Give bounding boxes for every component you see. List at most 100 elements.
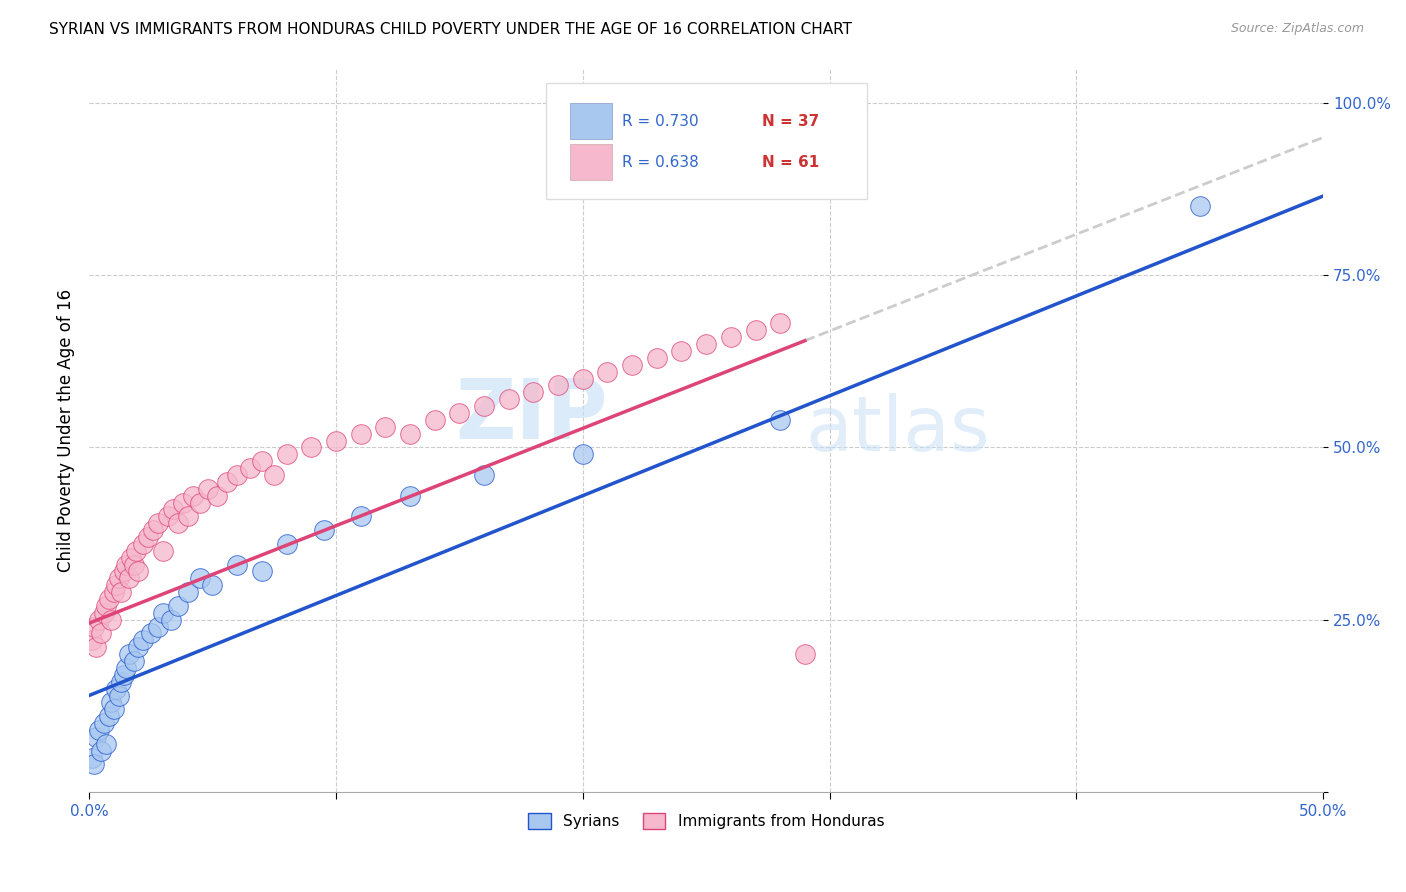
- Point: [83, 757, 105, 772]
- Point: [197, 482, 219, 496]
- Point: [112, 565, 135, 579]
- Point: [132, 537, 155, 551]
- Point: [571, 371, 593, 385]
- Point: [596, 365, 619, 379]
- Point: [87, 723, 110, 737]
- Point: [349, 426, 371, 441]
- Point: [498, 392, 520, 407]
- Point: [162, 502, 184, 516]
- Point: [188, 495, 211, 509]
- Point: [93, 716, 115, 731]
- Point: [547, 378, 569, 392]
- Point: [250, 565, 273, 579]
- Point: [201, 578, 224, 592]
- Point: [83, 619, 105, 633]
- Point: [132, 633, 155, 648]
- FancyBboxPatch shape: [571, 145, 613, 180]
- Point: [263, 468, 285, 483]
- Point: [107, 571, 129, 585]
- Text: R = 0.730: R = 0.730: [623, 114, 699, 128]
- Point: [250, 454, 273, 468]
- Point: [148, 516, 170, 531]
- Point: [472, 468, 495, 483]
- Point: [110, 674, 132, 689]
- Point: [97, 709, 120, 723]
- Point: [107, 689, 129, 703]
- Legend: Syrians, Immigrants from Honduras: Syrians, Immigrants from Honduras: [522, 806, 890, 835]
- Point: [97, 592, 120, 607]
- Point: [122, 558, 145, 572]
- Point: [152, 606, 174, 620]
- Text: ZIP: ZIP: [456, 376, 607, 457]
- Point: [105, 681, 128, 696]
- Point: [90, 626, 112, 640]
- Text: SYRIAN VS IMMIGRANTS FROM HONDURAS CHILD POVERTY UNDER THE AGE OF 16 CORRELATION: SYRIAN VS IMMIGRANTS FROM HONDURAS CHILD…: [49, 22, 852, 37]
- Point: [115, 558, 138, 572]
- Point: [312, 523, 335, 537]
- Point: [103, 702, 125, 716]
- Point: [226, 558, 249, 572]
- Point: [621, 358, 644, 372]
- Point: [96, 737, 118, 751]
- Point: [793, 647, 815, 661]
- Point: [159, 613, 181, 627]
- Point: [157, 509, 180, 524]
- Point: [80, 750, 103, 764]
- Point: [671, 344, 693, 359]
- Point: [226, 468, 249, 483]
- Y-axis label: Child Poverty Under the Age of 16: Child Poverty Under the Age of 16: [58, 289, 75, 572]
- Point: [148, 619, 170, 633]
- Text: N = 61: N = 61: [762, 155, 818, 170]
- Point: [276, 447, 298, 461]
- Text: N = 37: N = 37: [762, 114, 818, 128]
- Point: [100, 695, 122, 709]
- Point: [112, 668, 135, 682]
- Point: [136, 530, 159, 544]
- Point: [571, 447, 593, 461]
- Point: [96, 599, 118, 613]
- Point: [188, 571, 211, 585]
- Point: [1188, 199, 1211, 213]
- Point: [238, 461, 260, 475]
- Point: [125, 544, 148, 558]
- Point: [472, 399, 495, 413]
- Point: [744, 323, 766, 337]
- Point: [181, 489, 204, 503]
- Point: [103, 585, 125, 599]
- Point: [80, 633, 103, 648]
- Point: [100, 613, 122, 627]
- Point: [423, 413, 446, 427]
- Point: [276, 537, 298, 551]
- Point: [172, 495, 194, 509]
- Point: [207, 489, 229, 503]
- Point: [86, 730, 108, 744]
- Point: [90, 744, 112, 758]
- Text: R = 0.638: R = 0.638: [623, 155, 699, 170]
- Point: [399, 489, 422, 503]
- Text: Source: ZipAtlas.com: Source: ZipAtlas.com: [1230, 22, 1364, 36]
- Point: [522, 385, 544, 400]
- Text: atlas: atlas: [804, 393, 990, 467]
- FancyBboxPatch shape: [546, 83, 866, 199]
- Point: [86, 640, 108, 655]
- Point: [449, 406, 471, 420]
- Point: [399, 426, 422, 441]
- FancyBboxPatch shape: [571, 103, 613, 138]
- Point: [93, 606, 115, 620]
- Point: [105, 578, 128, 592]
- Point: [117, 571, 139, 585]
- Point: [127, 565, 149, 579]
- Point: [299, 441, 322, 455]
- Point: [167, 599, 190, 613]
- Point: [110, 585, 132, 599]
- Point: [374, 419, 396, 434]
- Point: [127, 640, 149, 655]
- Point: [142, 523, 165, 537]
- Point: [87, 613, 110, 627]
- Point: [177, 585, 200, 599]
- Point: [152, 544, 174, 558]
- Point: [769, 317, 792, 331]
- Point: [769, 413, 792, 427]
- Point: [122, 654, 145, 668]
- Point: [120, 550, 142, 565]
